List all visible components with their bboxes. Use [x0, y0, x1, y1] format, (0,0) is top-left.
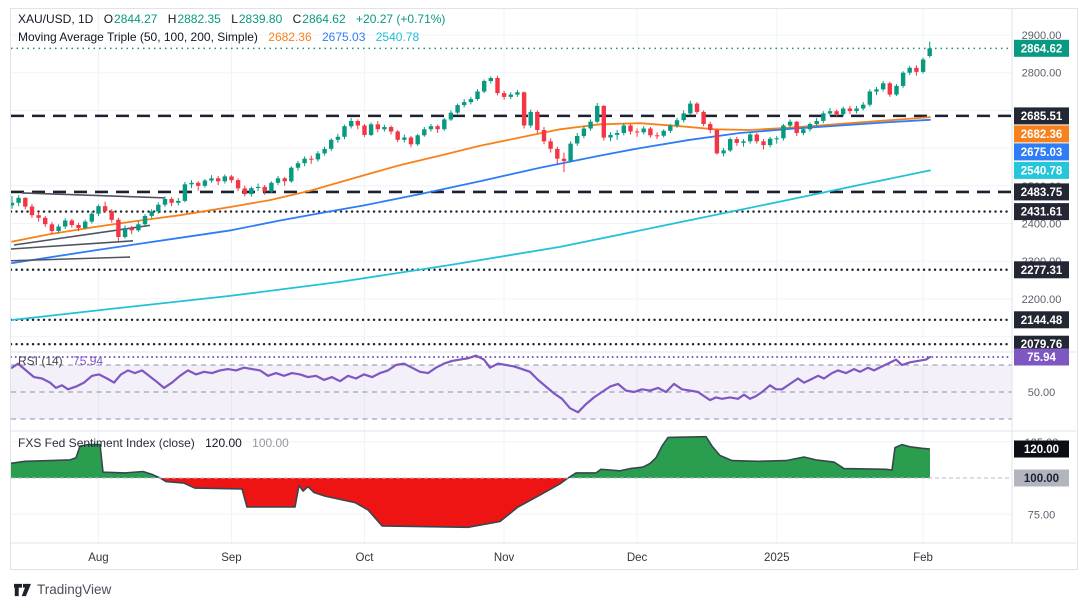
ma-legend[interactable]: Moving Average Triple (50, 100, 200, Sim…: [18, 30, 426, 44]
axis-badge-2864.62: 2864.62: [1014, 39, 1069, 57]
price-panel: [11, 41, 1012, 346]
svg-text:2277.31: 2277.31: [1021, 265, 1063, 277]
svg-text:75.00: 75.00: [1028, 509, 1056, 521]
svg-text:Sep: Sep: [221, 552, 241, 564]
trendline-1: [21, 192, 166, 199]
rsi-panel: [11, 354, 1012, 420]
sentiment-baseline-value: 100.00: [252, 436, 289, 450]
svg-text:50.00: 50.00: [1028, 387, 1056, 399]
change-value: +20.27 (+0.71%): [356, 12, 446, 26]
svg-text:Dec: Dec: [627, 552, 648, 564]
svg-text:120.00: 120.00: [1024, 444, 1059, 456]
svg-text:2079.76: 2079.76: [1021, 339, 1063, 351]
close-value: 2864.62: [302, 12, 346, 26]
ma-title: Moving Average Triple (50, 100, 200, Sim…: [18, 30, 258, 44]
chart-canvas[interactable]: 2900.002800.002500.002400.002300.002200.…: [11, 9, 1077, 569]
svg-text:Oct: Oct: [356, 552, 375, 564]
price-scale[interactable]: 2900.002800.002500.002400.002300.002200.…: [1014, 30, 1069, 521]
close-label: C: [292, 12, 302, 26]
high-value: 2882.35: [177, 12, 221, 26]
svg-text:75.94: 75.94: [1027, 352, 1056, 364]
sentiment-area-positive: [11, 436, 930, 478]
chart-area[interactable]: 2900.002800.002500.002400.002300.002200.…: [10, 8, 1078, 570]
svg-text:2400.00: 2400.00: [1022, 219, 1062, 231]
axis-badge-120.00: 120.00: [1014, 440, 1069, 458]
trendline-4: [11, 256, 131, 262]
sentiment-title: FXS Fed Sentiment Index (close): [18, 436, 195, 450]
svg-text:2025: 2025: [764, 552, 790, 564]
tradingview-logo-icon: [14, 583, 31, 596]
high-label: H: [167, 12, 177, 26]
sentiment-value: 120.00: [205, 436, 242, 450]
symbol-legend[interactable]: XAU/USD, 1D O2844.27 H2882.35 L2839.80 C…: [18, 12, 452, 26]
svg-text:100.00: 100.00: [1024, 473, 1059, 485]
axis-badge-2483.75: 2483.75: [1014, 183, 1069, 201]
axis-badge-100.00: 100.00: [1014, 469, 1069, 487]
axis-badge-2079.76: 2079.76: [1014, 335, 1069, 353]
trendline-2: [13, 224, 151, 246]
axis-badge-2540.78: 2540.78: [1014, 161, 1069, 179]
svg-text:2800.00: 2800.00: [1022, 68, 1062, 80]
tradingview-logo-text: TradingView: [37, 582, 112, 597]
svg-text:2685.51: 2685.51: [1021, 111, 1063, 123]
svg-text:Aug: Aug: [88, 552, 108, 564]
rsi-band: [11, 365, 1012, 419]
svg-text:Feb: Feb: [913, 552, 933, 564]
ma50-value: 2682.36: [268, 30, 312, 44]
open-label: O: [103, 12, 114, 26]
svg-text:2144.48: 2144.48: [1021, 315, 1063, 327]
sentiment-line: [11, 435, 931, 529]
axis-badge-2277.31: 2277.31: [1014, 261, 1069, 279]
tradingview-logo[interactable]: TradingView: [14, 582, 111, 597]
rsi-legend[interactable]: RSI (14) 75.94: [18, 354, 110, 368]
axis-badge-2431.61: 2431.61: [1014, 203, 1069, 221]
svg-text:2200.00: 2200.00: [1022, 294, 1062, 306]
rsi-line: [11, 354, 932, 414]
open-value: 2844.27: [114, 12, 158, 26]
svg-text:2864.62: 2864.62: [1021, 43, 1063, 55]
axis-badge-2144.48: 2144.48: [1014, 311, 1069, 329]
svg-text:2431.61: 2431.61: [1021, 207, 1063, 219]
axis-badge-75.94: 75.94: [1014, 348, 1069, 366]
low-label: L: [231, 12, 238, 26]
ma-line-SMA50: [11, 116, 931, 243]
low-value: 2839.80: [238, 12, 283, 26]
panel-separators: [11, 9, 1076, 544]
sentiment-legend[interactable]: FXS Fed Sentiment Index (close) 120.00 1…: [18, 436, 296, 450]
ma200-value: 2540.78: [375, 30, 420, 44]
svg-text:2540.78: 2540.78: [1021, 165, 1063, 177]
svg-text:Nov: Nov: [494, 552, 515, 564]
svg-text:2675.03: 2675.03: [1021, 147, 1063, 159]
svg-text:2483.75: 2483.75: [1021, 187, 1063, 199]
svg-text:2682.36: 2682.36: [1021, 129, 1063, 141]
sentiment-panel: [11, 435, 1012, 529]
candles-layer: [11, 41, 932, 242]
axis-badge-2675.03: 2675.03: [1014, 143, 1069, 161]
gridlines: [11, 9, 1012, 543]
trendline-3: [11, 240, 134, 250]
sentiment-area-negative: [11, 478, 930, 528]
ma100-value: 2675.03: [322, 30, 366, 44]
symbol-title: XAU/USD, 1D: [18, 12, 94, 26]
svg-text:2900.00: 2900.00: [1022, 30, 1062, 42]
axis-badge-2685.51: 2685.51: [1014, 107, 1069, 125]
axis-badge-2682.36: 2682.36: [1014, 125, 1069, 143]
rsi-title: RSI (14): [18, 354, 63, 368]
time-scale[interactable]: Aug Sep Oct Nov Dec 2025 Feb: [88, 552, 933, 564]
ma-line-SMA200: [11, 169, 931, 321]
rsi-value: 75.94: [73, 354, 104, 368]
